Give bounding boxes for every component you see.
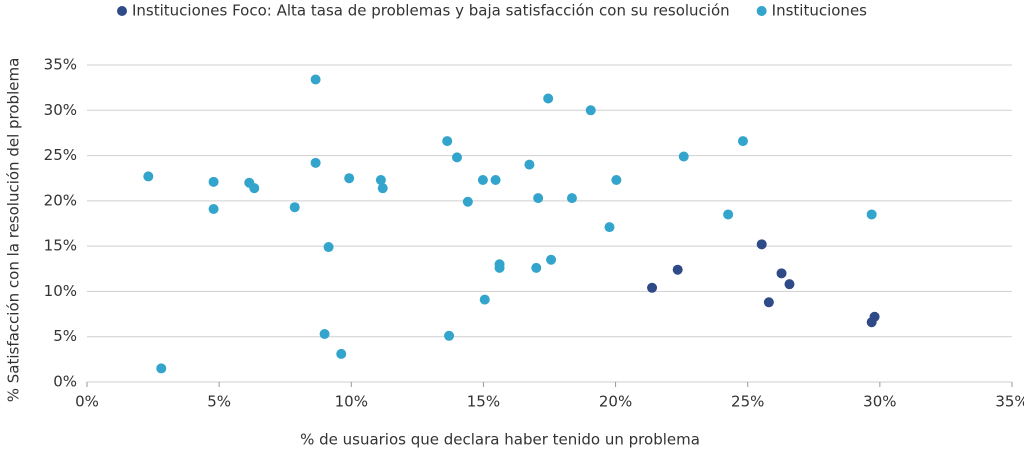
point [533, 193, 544, 204]
point [208, 204, 219, 215]
y-tick-label: 15% [44, 237, 77, 255]
x-tick-label: 0% [75, 393, 99, 411]
x-tick-label: 15% [467, 393, 500, 411]
x-tick-label: 25% [731, 393, 764, 411]
x-tick-label: 10% [335, 393, 368, 411]
point [444, 330, 455, 341]
point [531, 262, 542, 273]
point [377, 183, 388, 194]
x-tick-label: 35% [995, 393, 1024, 411]
y-tick-label: 25% [44, 146, 77, 164]
y-tick-label: 10% [44, 282, 77, 300]
point [310, 74, 321, 85]
point [566, 193, 577, 204]
point [310, 157, 321, 168]
x-axis-title: % de usuarios que declara haber tenido u… [300, 431, 700, 449]
point [672, 264, 683, 275]
x-tick-label: 30% [863, 393, 896, 411]
point [647, 282, 658, 293]
point [452, 152, 462, 163]
point [289, 202, 300, 213]
point [156, 363, 167, 374]
point [249, 183, 260, 194]
point [375, 175, 386, 186]
point [490, 175, 501, 186]
point [604, 222, 615, 233]
point [756, 239, 767, 250]
point [336, 348, 347, 359]
point [442, 136, 453, 147]
y-tick-label: 20% [44, 191, 77, 209]
point [763, 297, 774, 308]
y-axis-title: % Satisfacción con la resolución del pro… [5, 58, 23, 403]
y-tick-label: 0% [53, 373, 77, 391]
y-tick-label: 30% [44, 101, 77, 119]
point [143, 171, 154, 182]
x-tick-label: 5% [207, 393, 231, 411]
point [319, 328, 330, 339]
point [524, 159, 535, 170]
point [546, 254, 557, 265]
x-tick-label: 20% [599, 393, 632, 411]
legend-label: Instituciones [772, 2, 868, 20]
point [323, 242, 334, 253]
point [723, 209, 734, 220]
point [477, 175, 488, 186]
point [866, 209, 877, 220]
point [543, 93, 554, 104]
point [776, 268, 787, 279]
point [494, 262, 505, 273]
legend-label: Instituciones Foco: Alta tasa de problem… [132, 2, 730, 20]
y-tick-label: 5% [53, 327, 77, 345]
point [585, 105, 596, 116]
y-tick-label: 35% [44, 56, 77, 74]
point [737, 136, 748, 147]
point [462, 196, 473, 207]
point [678, 151, 689, 162]
point [784, 279, 795, 290]
point [344, 173, 355, 184]
legend-marker [756, 6, 767, 16]
point [611, 175, 622, 186]
point [869, 311, 880, 322]
legend-marker [117, 6, 127, 16]
point [479, 294, 490, 305]
point [208, 176, 219, 187]
